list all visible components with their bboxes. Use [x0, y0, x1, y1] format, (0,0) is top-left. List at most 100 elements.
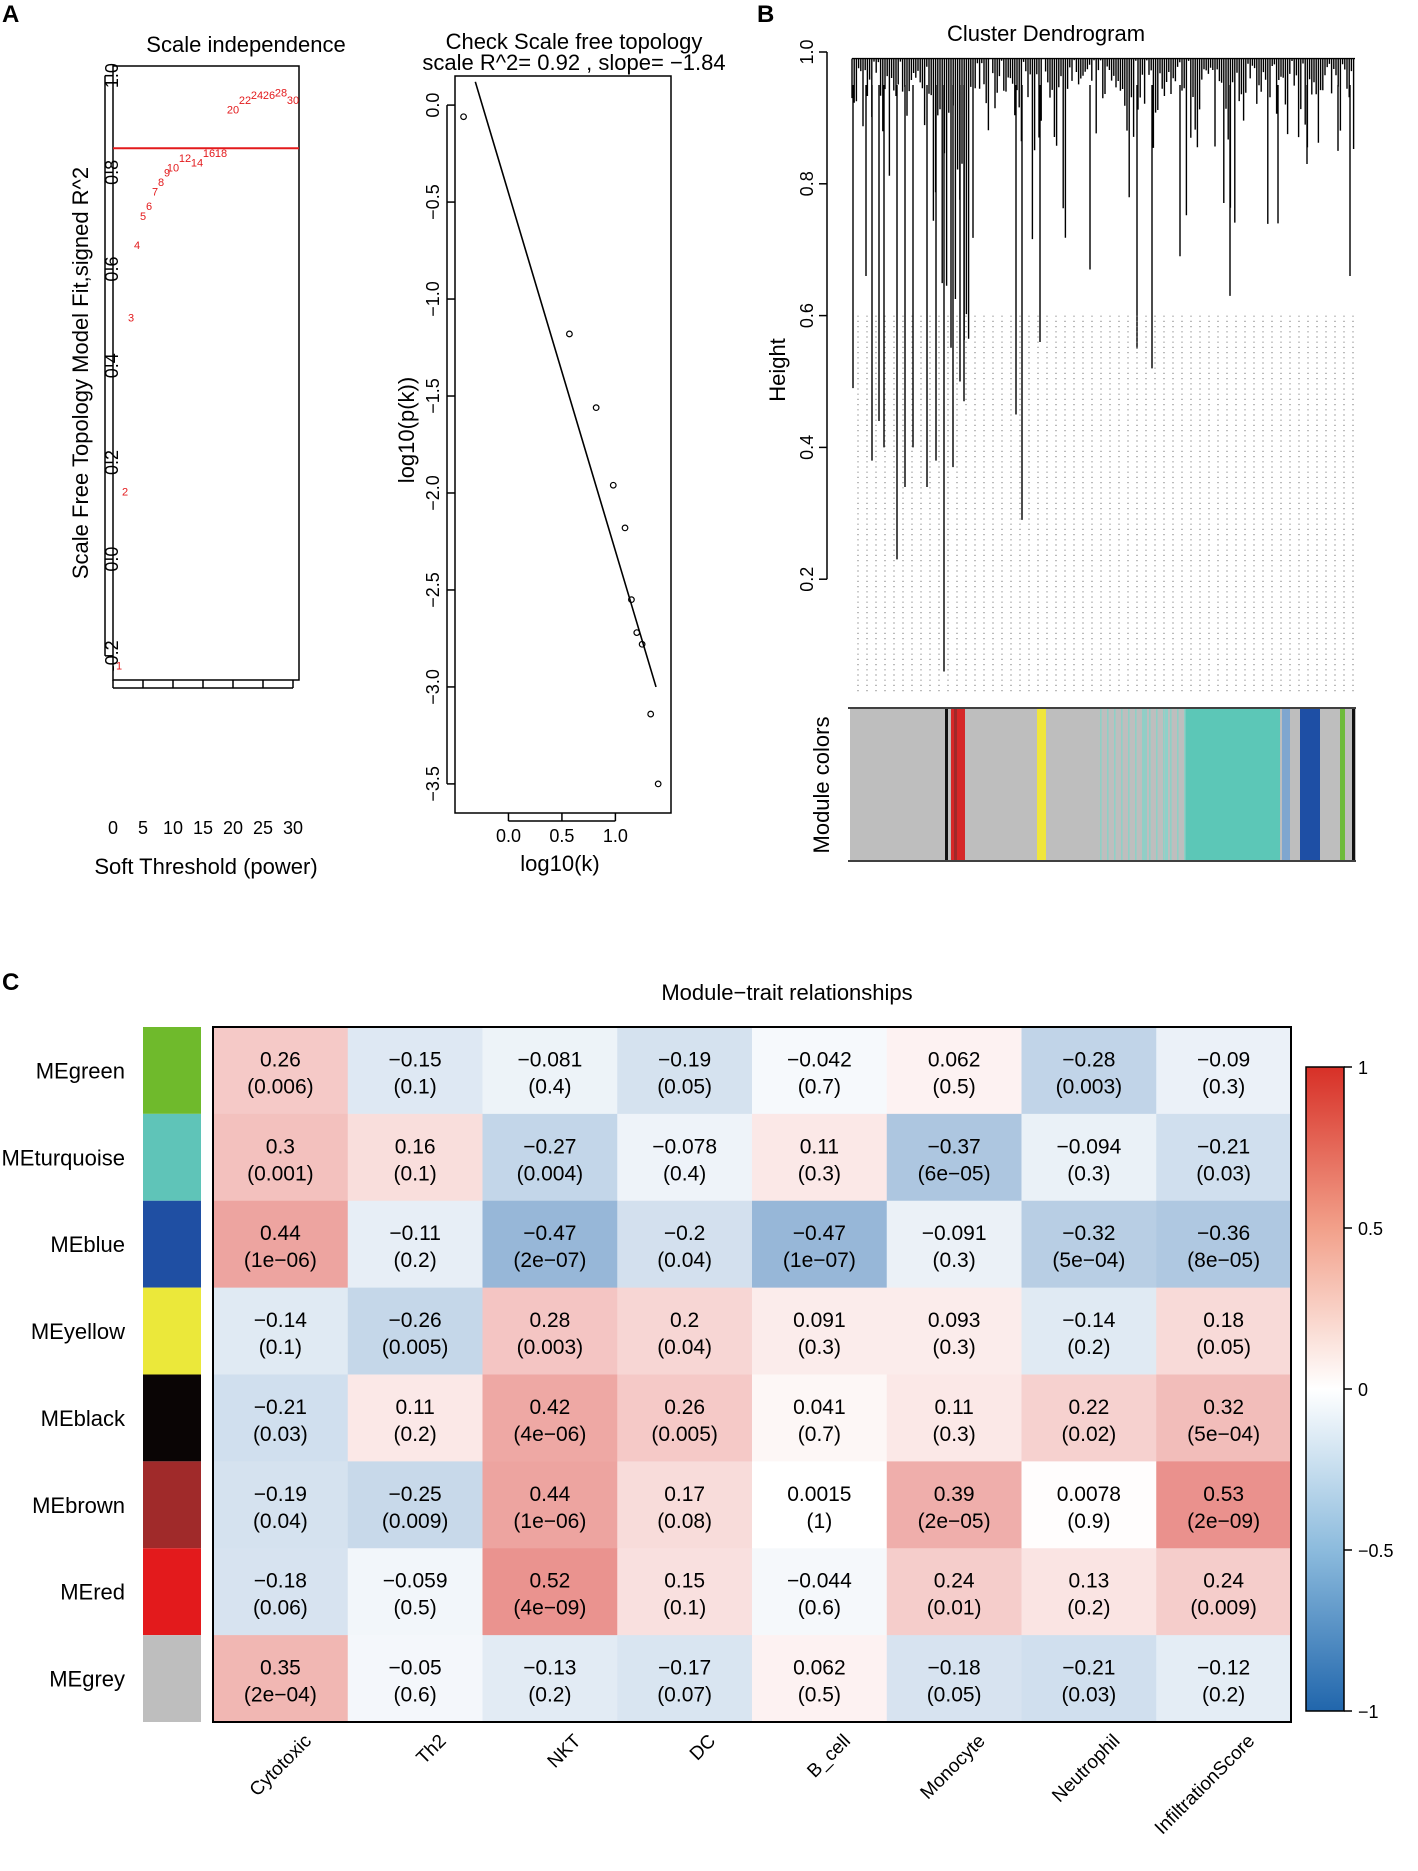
data-point-label: 30 [287, 95, 299, 107]
module-color-turquoise [1142, 709, 1144, 860]
row-label: MEblue [50, 1232, 125, 1257]
cell-pvalue: (1e−06) [513, 1510, 586, 1533]
data-point [621, 524, 629, 532]
data-point [654, 780, 662, 788]
row-label: MEred [60, 1580, 125, 1605]
data-point-label: 9 [164, 167, 170, 179]
y-tick-label: 0.4 [102, 353, 122, 378]
cell-pvalue: (0.2) [1067, 1336, 1110, 1359]
row-label: MEgreen [36, 1058, 125, 1083]
module-color-turquoise [1121, 709, 1123, 860]
heatmap-cell [213, 1461, 349, 1549]
heatmap-cell [213, 1200, 349, 1289]
cell-value: 0.11 [934, 1396, 973, 1419]
y-tick-label: −2.0 [423, 475, 443, 511]
cell-pvalue: (0.03) [1061, 1684, 1116, 1707]
cell-value: −0.14 [1062, 1309, 1115, 1332]
heatmap-cell [886, 1027, 1022, 1115]
cell-pvalue: (8e−05) [1187, 1249, 1260, 1272]
cell-value: −0.15 [389, 1048, 442, 1071]
heatmap-cell [886, 1113, 1022, 1202]
heatmap-cell [482, 1287, 618, 1375]
cell-value: −0.21 [1062, 1657, 1115, 1680]
column-label: Neutrophil [1048, 1731, 1124, 1807]
cell-value: 0.0078 [1057, 1483, 1121, 1506]
cell-pvalue: (0.009) [1190, 1597, 1257, 1620]
cell-value: −0.26 [389, 1309, 442, 1332]
column-label: InfiltrationScore [1151, 1731, 1259, 1839]
module-color-turquoise [1149, 709, 1151, 860]
data-point [633, 629, 641, 637]
cell-value: −0.11 [389, 1222, 441, 1245]
heatmap-cell [213, 1287, 349, 1375]
x-axis-label: log10(k) [520, 851, 599, 876]
module-color-turquoise [1156, 709, 1158, 860]
heatmap-cell [886, 1287, 1022, 1375]
data-point-label: 2 [122, 486, 128, 498]
heatmap-cell [617, 1200, 753, 1289]
row-label: MEyellow [31, 1319, 125, 1344]
data-point-label: 22 [239, 95, 251, 107]
cell-value: 0.062 [793, 1657, 846, 1680]
legend-tick-label: 1 [1358, 1058, 1368, 1078]
cell-value: 0.22 [1068, 1396, 1109, 1419]
scale-free-topology-plot: Check Scale free topology scale R^2= 0.9… [394, 29, 726, 876]
cell-pvalue: (5e−04) [1187, 1423, 1260, 1446]
heatmap-cell [1156, 1027, 1292, 1115]
legend-tick-label: −1 [1358, 1702, 1379, 1722]
heatmap-cell [1156, 1287, 1292, 1375]
heatmap-cell [213, 1635, 349, 1723]
y-tick-label: 1.0 [797, 39, 817, 64]
cell-value: 0.11 [395, 1396, 434, 1419]
cell-value: −0.19 [254, 1483, 307, 1506]
heatmap-cell [617, 1287, 753, 1375]
heatmap-cell [752, 1548, 888, 1636]
cell-pvalue: (0.3) [798, 1336, 841, 1359]
cell-pvalue: (4e−06) [513, 1423, 586, 1446]
cell-value: 0.16 [395, 1135, 436, 1158]
cell-pvalue: (0.2) [1067, 1597, 1110, 1620]
cell-pvalue: (0.3) [933, 1249, 976, 1272]
cell-value: 0.0015 [787, 1483, 851, 1506]
heatmap-cell [347, 1548, 483, 1636]
cell-value: −0.47 [523, 1222, 576, 1245]
data-point-label: 24 [251, 90, 263, 102]
legend-tick-label: 0 [1358, 1380, 1368, 1400]
x-tick-label: 5 [138, 818, 148, 838]
heatmap-cell [752, 1200, 888, 1289]
row-label: MEbrown [32, 1493, 125, 1518]
chart-title: Check Scale free topology [446, 29, 703, 54]
cell-value: −0.2 [664, 1222, 705, 1245]
data-point [592, 404, 600, 412]
cell-value: 0.26 [260, 1048, 301, 1071]
module-color-turquoise [1135, 709, 1137, 860]
cell-value: 0.24 [934, 1570, 975, 1593]
chart-subtitle: scale R^2= 0.92 , slope= −1.84 [422, 50, 725, 75]
module-color-turquoise [1177, 709, 1179, 860]
cell-pvalue: (0.1) [663, 1597, 706, 1620]
heatmap-cell [617, 1027, 753, 1115]
cell-value: 0.11 [800, 1135, 839, 1158]
module-color-swatch [143, 1027, 201, 1114]
data-point [460, 113, 467, 121]
cell-value: 0.44 [260, 1222, 301, 1245]
y-tick-label: −1.0 [423, 281, 443, 317]
module-color-brown [954, 709, 957, 860]
module-color-turquoise [1185, 709, 1280, 860]
cell-value: −0.21 [254, 1396, 307, 1419]
cell-value: 0.42 [529, 1396, 570, 1419]
cell-value: 0.093 [928, 1309, 981, 1332]
column-label: B_cell [803, 1731, 854, 1782]
cell-pvalue: (6e−05) [918, 1162, 991, 1185]
y-axis-label: Scale Free Topology Model Fit,signed R^2 [68, 167, 93, 579]
heatmap-cell [213, 1113, 349, 1202]
data-point [609, 481, 617, 489]
data-point [647, 710, 655, 718]
module-color-swatch [143, 1287, 201, 1375]
cell-value: −0.081 [517, 1048, 582, 1071]
heatmap-cell [347, 1113, 483, 1202]
module-color-green [1340, 709, 1345, 860]
y-tick-label: 0.0 [423, 93, 443, 118]
x-tick-label: 25 [253, 818, 273, 838]
